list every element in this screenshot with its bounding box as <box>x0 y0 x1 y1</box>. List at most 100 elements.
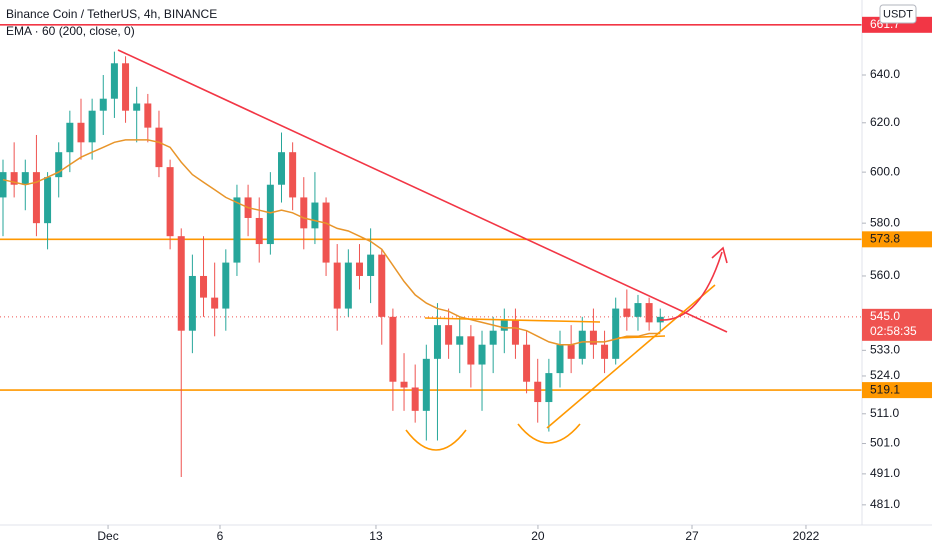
candle-body <box>289 152 297 198</box>
drawings <box>117 49 728 451</box>
candle-body <box>478 344 486 365</box>
candle-body <box>467 336 475 365</box>
candle-body <box>144 103 152 128</box>
x-tick-label: 6 <box>217 529 224 543</box>
ascending-trendline <box>546 284 716 429</box>
candle-body <box>433 325 441 359</box>
x-tick-label: 20 <box>531 529 545 543</box>
x-tick-label: Dec <box>97 529 118 543</box>
y-tick-label: 491.0 <box>870 466 900 480</box>
y-tick-label: 524.0 <box>870 368 900 382</box>
candle-body <box>211 297 219 309</box>
currency-button[interactable] <box>879 4 917 24</box>
y-tick-label: 501.0 <box>870 436 900 450</box>
last-price-box <box>862 308 932 341</box>
candle-body <box>200 275 208 298</box>
candle-body <box>188 275 196 331</box>
candle-body <box>645 303 653 323</box>
plot-area <box>0 24 862 477</box>
bottom-curve <box>517 423 581 444</box>
countdown-label: 02:58:35 <box>870 324 917 338</box>
candle-body <box>567 344 575 359</box>
y-tick-label: 640.0 <box>870 67 900 81</box>
y-tick-label: 533.0 <box>870 343 900 357</box>
candle-body <box>77 122 85 143</box>
candle-body <box>166 167 174 237</box>
candle-body <box>534 381 542 403</box>
candle-body <box>500 319 508 331</box>
y-tick-label: 600.0 <box>870 164 900 178</box>
y-tick-label: 620.0 <box>870 115 900 129</box>
candle-body <box>255 217 263 245</box>
candle-body <box>133 103 141 111</box>
candle-body <box>311 202 319 229</box>
arrow-head <box>711 246 728 264</box>
neckline-2 <box>617 335 666 339</box>
candle-body <box>445 325 453 345</box>
level-label-box <box>862 231 932 248</box>
x-tick-label: 27 <box>685 529 699 543</box>
candle-body <box>177 236 185 331</box>
y-tick-label: 580.0 <box>870 215 900 229</box>
candle-body <box>99 98 107 111</box>
candle-body <box>489 330 497 345</box>
descending-trendline <box>117 49 728 333</box>
ema-line <box>2 139 661 346</box>
candle-body <box>634 303 642 317</box>
candle-body <box>400 381 408 388</box>
candle-body <box>110 63 118 99</box>
candle-body <box>422 358 430 411</box>
candle-body <box>378 254 386 317</box>
candle-body <box>511 319 519 345</box>
candle-body <box>612 308 620 359</box>
y-tick-label: 511.0 <box>870 406 899 420</box>
candle-body <box>367 254 375 276</box>
last-price-label: 545.0 <box>870 309 900 323</box>
candle-body <box>155 127 163 168</box>
candle-body <box>601 344 609 359</box>
candle-body <box>578 330 586 359</box>
candle-body <box>0 172 7 198</box>
candle-body <box>55 152 63 178</box>
candle-body <box>333 262 341 309</box>
candle-body <box>389 316 397 382</box>
symbol-title: Binance Coin / TetherUS, 4h, BINANCE <box>6 7 217 21</box>
candle-body <box>122 63 130 111</box>
candle-body <box>266 184 274 245</box>
candle-body <box>456 336 464 345</box>
candle-body <box>623 308 631 317</box>
candle-body <box>355 262 363 276</box>
candle-body <box>32 172 40 224</box>
candle-body <box>589 330 597 345</box>
x-tick-label: 13 <box>369 529 383 543</box>
neckline <box>424 317 601 323</box>
candle-body <box>278 152 286 185</box>
candle-body <box>322 202 330 263</box>
level-label: 519.1 <box>870 382 900 396</box>
axes: 640.0 620.0 600.0 580.0 560.0 533.0 524.0 511.0… <box>97 16 932 543</box>
candle-body <box>21 172 29 185</box>
projection-arrow <box>659 251 723 321</box>
y-tick-label: 481.0 <box>870 497 900 511</box>
candle-body <box>344 262 352 309</box>
candle-body <box>88 110 96 143</box>
candle-body <box>523 344 531 382</box>
candle-body <box>10 172 18 185</box>
candle-body <box>66 122 74 153</box>
candle-body <box>545 373 553 403</box>
candle-body <box>44 177 52 224</box>
level-label: 573.8 <box>870 232 900 246</box>
candle-body <box>300 197 308 229</box>
candle-body <box>233 197 241 263</box>
x-tick-label: 2022 <box>793 529 820 543</box>
currency-label[interactable]: USDT <box>883 8 913 20</box>
candle-body <box>222 262 230 309</box>
candle-body <box>556 344 564 374</box>
level-label-box <box>862 382 932 399</box>
y-tick-label: 560.0 <box>870 268 900 282</box>
bottom-curve <box>405 429 467 451</box>
indicator-legend: EMA · 60 (200, close, 0) <box>6 24 135 38</box>
candle-body <box>411 387 419 411</box>
